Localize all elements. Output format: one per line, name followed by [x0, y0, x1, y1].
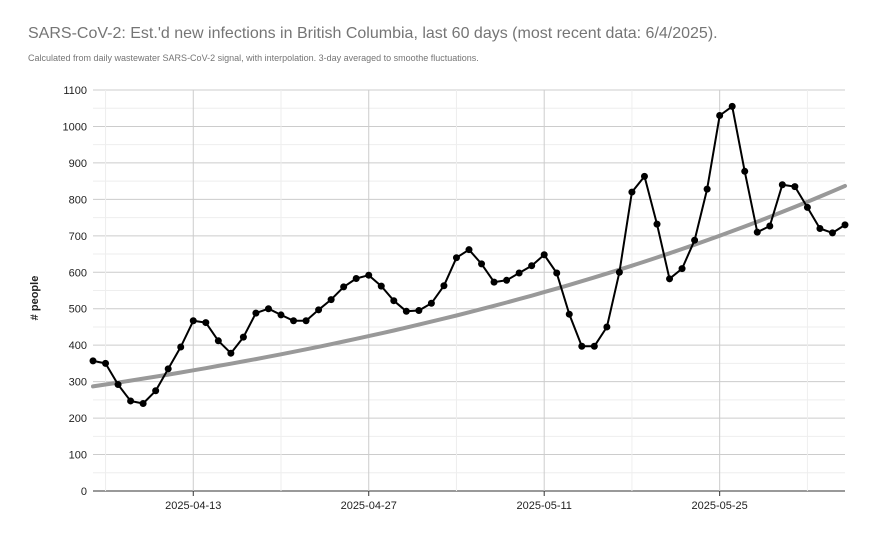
data-point	[440, 282, 448, 290]
data-point	[452, 254, 460, 262]
data-point	[828, 229, 836, 237]
x-tick-label: 2025-04-27	[341, 500, 397, 512]
series-line	[92, 105, 846, 405]
y-tick-label: 700	[69, 231, 87, 243]
data-point	[478, 260, 486, 268]
y-tick-label: 400	[69, 340, 87, 352]
data-point	[766, 222, 774, 230]
data-point	[114, 381, 122, 389]
data-point	[841, 221, 849, 229]
data-point	[741, 167, 749, 175]
data-point	[290, 317, 298, 325]
y-tick-label: 0	[81, 486, 87, 498]
data-point	[553, 269, 561, 277]
data-point	[302, 317, 310, 325]
data-point	[214, 337, 222, 345]
data-point	[377, 282, 385, 290]
data-point	[653, 220, 661, 228]
data-point	[102, 359, 110, 367]
data-point	[340, 283, 348, 291]
data-point	[603, 323, 611, 331]
data-point	[590, 342, 598, 350]
data-point	[615, 268, 623, 276]
trendline	[91, 183, 847, 389]
data-point	[365, 271, 373, 279]
data-point	[402, 307, 410, 315]
data-point	[791, 183, 799, 191]
data-point	[89, 357, 97, 365]
chart-subtitle: Calculated from daily wastewater SARS-Co…	[28, 53, 479, 63]
data-point	[164, 365, 172, 373]
data-point	[139, 400, 147, 408]
data-point	[227, 349, 235, 357]
data-point	[703, 185, 711, 193]
data-point	[189, 317, 197, 325]
data-point	[152, 387, 160, 395]
y-axis-label: # people	[29, 276, 41, 321]
data-point	[390, 297, 398, 305]
data-point	[239, 333, 247, 341]
data-point	[753, 228, 761, 236]
y-tick-label: 900	[69, 158, 87, 170]
data-point	[315, 306, 323, 314]
data-point	[716, 112, 724, 120]
x-tick-label: 2025-04-13	[165, 500, 221, 512]
data-point	[678, 265, 686, 273]
data-point	[352, 274, 360, 282]
data-point	[427, 299, 435, 307]
y-tick-label: 600	[69, 267, 87, 279]
data-point	[177, 343, 185, 351]
data-point	[565, 310, 573, 318]
data-point	[465, 246, 473, 254]
data-point	[578, 342, 586, 350]
y-tick-label: 300	[69, 377, 87, 389]
data-point	[277, 311, 285, 319]
data-point	[415, 307, 423, 315]
data-point	[202, 319, 210, 327]
data-point	[640, 172, 648, 180]
data-point	[778, 181, 786, 189]
data-point	[252, 309, 260, 317]
y-tick-label: 1100	[63, 85, 87, 97]
y-tick-label: 100	[69, 450, 87, 462]
y-tick-label: 800	[69, 194, 87, 206]
y-tick-label: 500	[69, 304, 87, 316]
data-point	[666, 275, 674, 283]
data-point	[803, 203, 811, 211]
data-point	[503, 276, 511, 284]
data-point	[327, 296, 335, 304]
data-point	[691, 236, 699, 244]
data-point	[728, 102, 736, 110]
y-tick-label: 200	[69, 413, 87, 425]
data-point	[816, 225, 824, 233]
x-tick-label: 2025-05-11	[516, 500, 571, 512]
data-point	[528, 262, 536, 270]
data-point	[628, 188, 636, 196]
data-point	[264, 305, 272, 313]
data-point	[490, 278, 498, 286]
data-point	[515, 269, 523, 277]
data-point	[540, 251, 548, 259]
x-tick-label: 2025-05-25	[692, 500, 748, 512]
data-point	[127, 397, 135, 405]
y-tick-label: 1000	[63, 121, 87, 133]
chart-title: SARS-CoV-2: Est.'d new infections in Bri…	[28, 25, 718, 42]
